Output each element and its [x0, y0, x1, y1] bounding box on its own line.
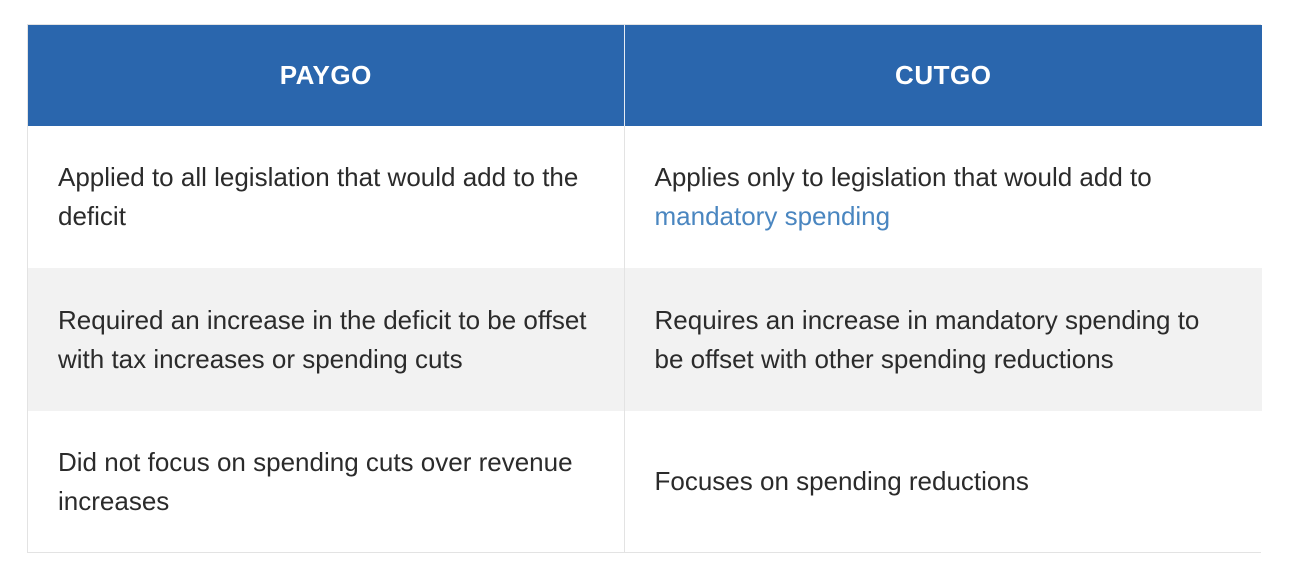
- table-row: Did not focus on spending cuts over reve…: [28, 411, 1262, 552]
- comparison-table-container: PAYGO CUTGO Applied to all legislation t…: [27, 24, 1262, 553]
- cutgo-cell-scope: Applies only to legislation that would a…: [623, 126, 1262, 268]
- table-row: Applied to all legislation that would ad…: [28, 126, 1262, 268]
- header-cutgo: CUTGO: [623, 25, 1262, 126]
- paygo-cell-offset: Required an increase in the deficit to b…: [28, 268, 624, 411]
- mandatory-spending-link[interactable]: mandatory spending: [654, 201, 891, 231]
- table-row: Required an increase in the deficit to b…: [28, 268, 1262, 411]
- paygo-cell-scope: Applied to all legislation that would ad…: [28, 126, 624, 268]
- paygo-cutgo-comparison-table: PAYGO CUTGO Applied to all legislation t…: [28, 25, 1262, 552]
- cutgo-cell-offset: Requires an increase in mandatory spendi…: [623, 268, 1262, 411]
- cutgo-scope-text: Applies only to legislation that would a…: [654, 162, 1152, 192]
- paygo-cell-focus: Did not focus on spending cuts over reve…: [28, 411, 624, 552]
- cutgo-cell-focus: Focuses on spending reductions: [623, 411, 1262, 552]
- header-paygo: PAYGO: [28, 25, 624, 126]
- table-header-row: PAYGO CUTGO: [28, 25, 1262, 126]
